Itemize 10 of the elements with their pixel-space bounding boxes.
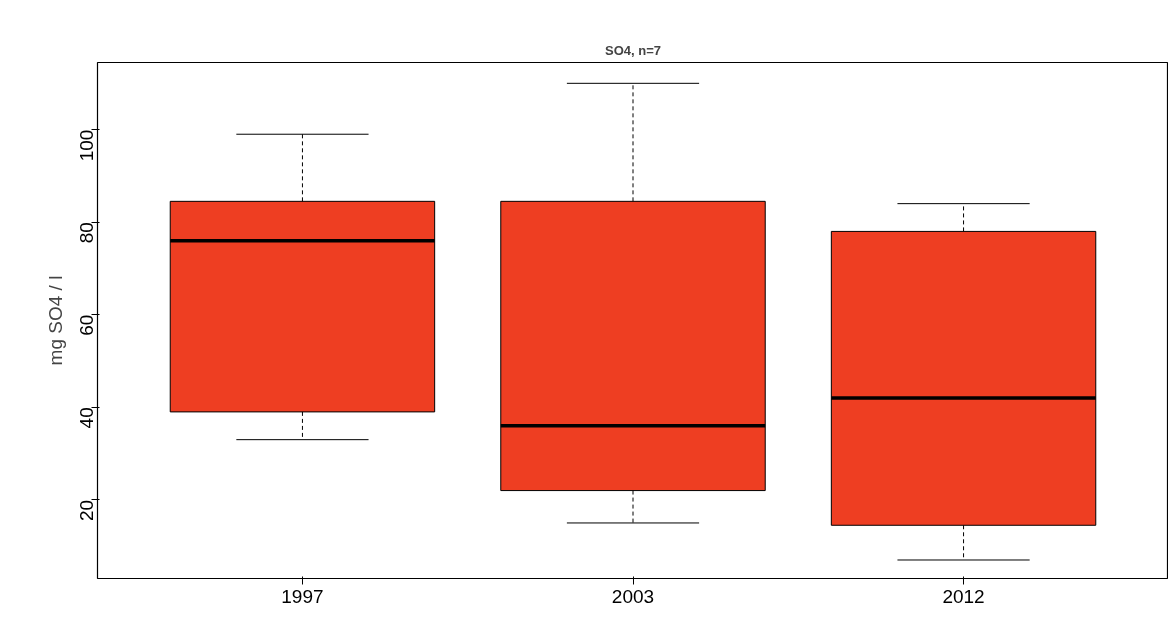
y-tick-label: 20 xyxy=(76,499,97,521)
chart-title: SO4, n=7 xyxy=(605,42,661,58)
y-tick-label: 60 xyxy=(76,314,97,336)
x-tick-label: 1997 xyxy=(281,585,324,607)
y-tick-label: 80 xyxy=(76,222,97,244)
y-tick-label: 40 xyxy=(76,407,97,429)
y-tick-label: 100 xyxy=(76,129,97,162)
x-tick-label: 2012 xyxy=(942,585,985,607)
x-tick-label: 2003 xyxy=(611,585,655,607)
y-axis-title: mg SO4 / l xyxy=(44,275,66,366)
